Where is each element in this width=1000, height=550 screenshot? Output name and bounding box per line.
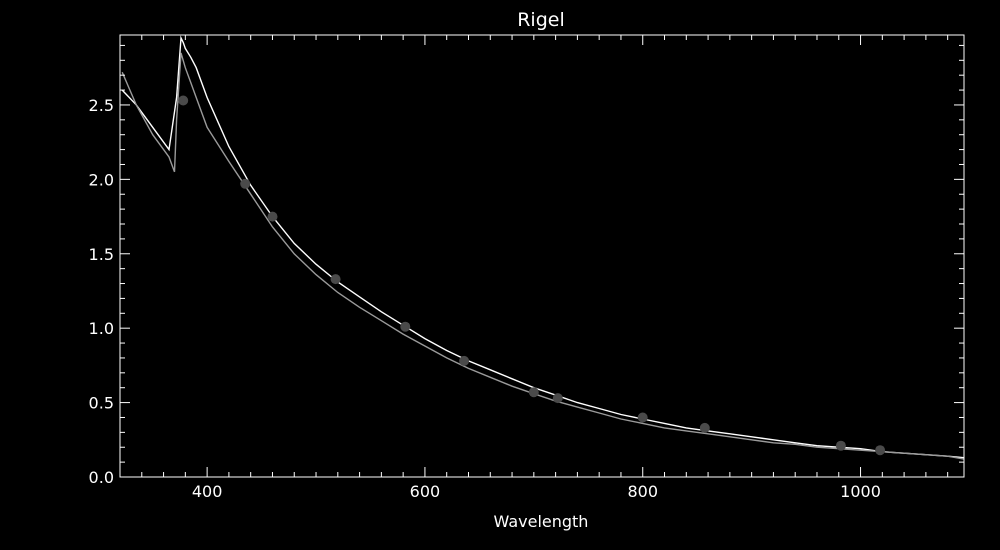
axis-ticks [119, 35, 964, 478]
x-axis-title: Wavelength [494, 512, 589, 531]
data-point [178, 95, 189, 106]
y-tick-label: 1.0 [89, 319, 114, 338]
y-tick-label: 2.5 [89, 96, 114, 115]
series-line-white [121, 35, 964, 459]
plot-frame [119, 34, 965, 478]
data-point [400, 321, 411, 332]
y-tick-label: 2.0 [89, 170, 114, 189]
y-tick-label: 0.5 [89, 394, 114, 413]
x-tick-label: 1000 [840, 482, 881, 501]
y-tick-label: 1.5 [89, 245, 114, 264]
data-point [330, 274, 341, 285]
data-point [699, 422, 710, 433]
y-tick-label: 0.0 [89, 468, 114, 487]
plot-area [121, 35, 964, 460]
x-tick-label: 800 [627, 482, 658, 501]
data-point [240, 178, 251, 189]
chart-title: Rigel [517, 9, 565, 31]
data-point [528, 387, 539, 398]
data-point [267, 211, 278, 222]
data-point [835, 440, 846, 451]
x-tick-label: 600 [410, 482, 441, 501]
x-tick-label: 400 [192, 482, 223, 501]
data-point [552, 393, 563, 404]
data-point [875, 445, 886, 456]
series-line-gray [121, 52, 964, 460]
axis-tick-labels: 400 600 800 1000 0.0 0.5 1.0 1.5 2.0 2.5 [89, 96, 881, 501]
data-point [637, 412, 648, 423]
data-point [459, 355, 470, 366]
